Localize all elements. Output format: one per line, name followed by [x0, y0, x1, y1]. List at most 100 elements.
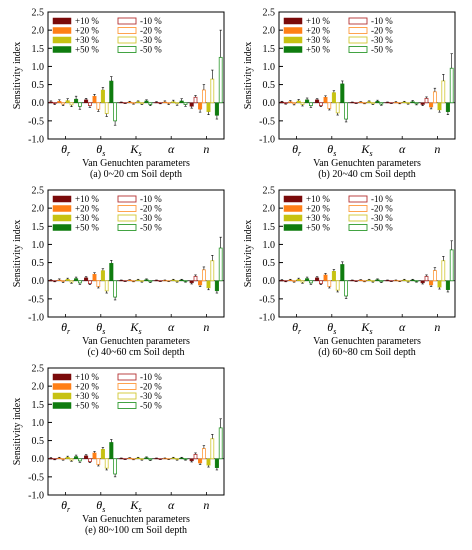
legend-label: +50 %: [75, 401, 99, 411]
bar: [88, 458, 92, 463]
bar: [84, 455, 89, 459]
bar: [139, 280, 144, 282]
bar: [84, 277, 89, 281]
bar: [113, 458, 117, 475]
bar: [323, 274, 328, 281]
bar: [189, 280, 194, 284]
bar: [300, 280, 305, 283]
category-tick-label: θr: [61, 142, 71, 158]
bar: [88, 280, 92, 285]
panel-caption: (a) 0~20 cm Soil depth: [90, 169, 182, 180]
legend-swatch: [52, 36, 72, 44]
category-tick-label: θs: [96, 498, 105, 514]
legend-label: +20 %: [306, 204, 330, 214]
y-axis-label: Sensitivity index: [243, 42, 254, 110]
legend-swatch: [348, 17, 368, 25]
bar: [148, 280, 153, 283]
category-tick-label: θs: [96, 320, 105, 336]
bar: [358, 101, 363, 103]
legend-label: +10 %: [75, 16, 99, 26]
bar: [327, 102, 332, 109]
legend-label: +10 %: [75, 372, 99, 382]
y-tick-label: 2.5: [32, 8, 45, 19]
y-tick-label: -1.0: [28, 135, 44, 146]
x-axis-label: Van Genuchten parameters: [82, 514, 190, 525]
legend-swatch: [283, 27, 303, 34]
bar: [127, 457, 132, 459]
bar: [393, 280, 398, 282]
y-tick-label: -1.0: [259, 313, 275, 324]
bar: [437, 280, 442, 288]
bar: [96, 102, 101, 110]
bar: [175, 458, 180, 460]
y-tick-label: 2.5: [263, 186, 276, 197]
bar: [74, 456, 79, 459]
bar: [218, 427, 223, 460]
y-tick-label: -0.5: [259, 116, 275, 127]
bar: [119, 280, 124, 282]
x-axis-label: Van Genuchten parameters: [82, 158, 190, 169]
legend-label: +10 %: [306, 16, 330, 26]
bar: [340, 264, 345, 281]
bar: [358, 279, 363, 281]
legend-swatch: [283, 36, 303, 44]
bar: [218, 56, 223, 104]
y-axis-label: Sensitivity index: [12, 398, 23, 466]
legend-swatch: [348, 36, 368, 44]
bar: [296, 279, 301, 281]
legend-swatch: [52, 17, 72, 25]
y-tick-label: 1.5: [32, 222, 45, 233]
legend-swatch: [52, 402, 72, 409]
y-tick-label: 1.0: [32, 62, 45, 73]
y-tick-label: 2.5: [263, 8, 276, 19]
y-tick-label: 0.0: [263, 276, 276, 287]
bar: [424, 275, 429, 282]
legend-swatch: [117, 205, 137, 212]
bar: [84, 99, 89, 103]
legend-swatch: [117, 373, 137, 381]
y-axis-label: Sensitivity index: [12, 42, 23, 110]
bar: [424, 97, 429, 104]
bar: [154, 458, 159, 460]
bar: [210, 78, 215, 104]
legend-swatch: [283, 46, 303, 53]
bar: [166, 102, 171, 104]
category-tick-label: α: [168, 142, 175, 156]
bar: [113, 102, 117, 122]
bar: [144, 279, 149, 281]
bar: [350, 102, 355, 104]
category-tick-label: n: [434, 320, 440, 334]
bar: [308, 280, 313, 284]
bar: [78, 458, 82, 462]
y-tick-label: 2.0: [32, 382, 45, 393]
y-tick-label: -1.0: [28, 313, 44, 324]
y-tick-label: 2.0: [32, 204, 45, 215]
bar: [119, 458, 124, 460]
legend-label: -10 %: [371, 16, 393, 26]
bar: [109, 442, 114, 459]
bar: [171, 101, 176, 103]
legend-label: -30 %: [140, 391, 162, 401]
bar: [201, 269, 206, 282]
legend-label: +50 %: [306, 45, 330, 55]
bar: [57, 457, 62, 459]
legend-label: -10 %: [140, 194, 162, 204]
panel-caption: (d) 60~80 cm Soil depth: [318, 347, 416, 358]
bar: [96, 280, 101, 287]
bar: [367, 279, 372, 281]
bar: [300, 102, 305, 105]
legend-swatch: [117, 383, 137, 390]
bar: [370, 102, 375, 105]
category-tick-label: Ks: [360, 142, 372, 158]
bar: [385, 280, 390, 282]
legend-swatch: [52, 383, 72, 390]
bar: [362, 102, 367, 104]
legend-swatch: [52, 224, 72, 231]
bar: [136, 279, 141, 281]
bar: [318, 102, 323, 107]
y-tick-label: 0.5: [263, 80, 276, 91]
legend-swatch: [283, 224, 303, 231]
bar: [69, 280, 74, 283]
bar: [144, 100, 149, 103]
bar: [318, 280, 323, 285]
